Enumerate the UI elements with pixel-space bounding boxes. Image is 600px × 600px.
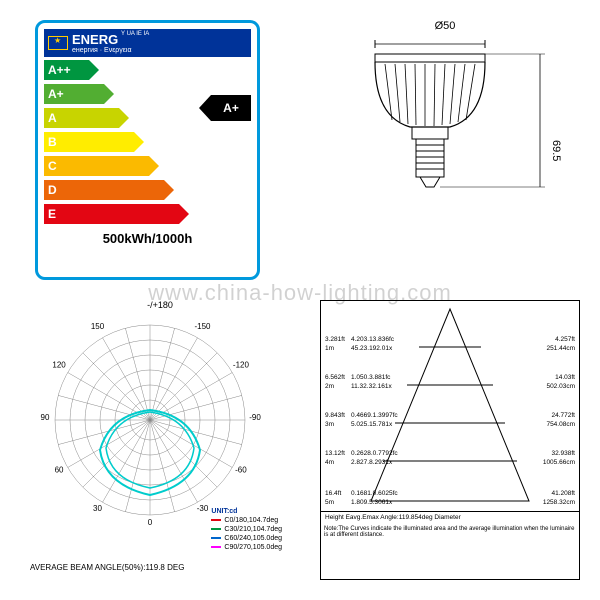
energy-arrows: A++A+ABCDE: [44, 59, 251, 225]
cone-svg: 3.281ft 1m 4.203.13.836fc 45.23.192.01x 4.25…: [321, 301, 579, 511]
svg-text:30: 30: [93, 504, 102, 513]
cone-chart: 3.281ft 1m 4.203.13.836fc 45.23.192.01x 4.25…: [320, 300, 580, 580]
energy-header: ENERG Y UA IE IA енергия · Ενεργεια: [44, 29, 251, 57]
svg-text:45.23.192.01x: 45.23.192.01x: [351, 345, 393, 352]
eu-flag-icon: [48, 36, 68, 50]
energy-sub: енергия · Ενεργεια: [72, 47, 247, 54]
svg-text:150: 150: [91, 322, 105, 331]
svg-text:4m: 4m: [325, 459, 334, 466]
energy-title: ENERG: [72, 32, 118, 47]
svg-text:6.562ft: 6.562ft: [325, 374, 345, 381]
svg-text:11.32.32.161x: 11.32.32.161x: [351, 383, 392, 390]
svg-text:754.08cm: 754.08cm: [546, 421, 575, 428]
svg-text:3.281ft: 3.281ft: [325, 336, 345, 343]
cone-note: Note:The Curves indicate the illuminated…: [321, 523, 579, 541]
svg-text:0.4669.1.3997fc: 0.4669.1.3997fc: [351, 412, 398, 419]
bulb-height: 69.5: [550, 140, 562, 161]
svg-text:24.772ft: 24.772ft: [552, 412, 576, 419]
svg-text:0: 0: [148, 518, 153, 527]
svg-text:1005.66cm: 1005.66cm: [543, 459, 575, 466]
bulb-drawing: Ø50 69.5: [320, 20, 570, 280]
svg-text:41.208ft: 41.208ft: [552, 490, 576, 497]
svg-text:-60: -60: [235, 466, 247, 475]
energy-arrow: C: [44, 155, 251, 177]
svg-text:13.12ft: 13.12ft: [325, 450, 345, 457]
energy-suffix: Y UA IE IA: [121, 32, 149, 37]
svg-text:1m: 1m: [325, 345, 334, 352]
svg-text:-120: -120: [233, 361, 250, 370]
kwh-text: 500kWh/1000h: [44, 231, 251, 246]
svg-text:5m: 5m: [325, 499, 334, 506]
cone-headers: Height Eavg.Emax Angle:119.854deg Diamet…: [321, 511, 579, 523]
svg-text:2m: 2m: [325, 383, 334, 390]
polar-svg: -150 -120 -90 -60 -30 0 30 60 90 120 150: [20, 310, 300, 540]
polar-legend: UNIT:cd C0/180,104.7degC30/210,104.7degC…: [211, 507, 282, 552]
energy-arrow: A++: [44, 59, 251, 81]
polar-chart: -/+180 -150 -120 -90 -60 -30 0 30 60 90 120 150 UN…: [20, 300, 300, 580]
legend-item: C90/270,105.0deg: [211, 543, 282, 552]
legend-item: C60/240,105.0deg: [211, 534, 282, 543]
svg-text:4.257ft: 4.257ft: [555, 336, 575, 343]
svg-text:502.03cm: 502.03cm: [546, 383, 575, 390]
energy-arrow: E: [44, 203, 251, 225]
unit-label: UNIT:cd: [211, 507, 282, 516]
svg-text:3m: 3m: [325, 421, 334, 428]
energy-label: ENERG Y UA IE IA енергия · Ενεργεια A++ A…: [35, 20, 260, 280]
svg-text:251.44cm: 251.44cm: [546, 345, 575, 352]
svg-text:5.025.15.781x: 5.025.15.781x: [351, 421, 393, 428]
svg-text:14.03ft: 14.03ft: [555, 374, 575, 381]
energy-arrow: B: [44, 131, 251, 153]
svg-text:90: 90: [41, 413, 50, 422]
energy-arrow: D: [44, 179, 251, 201]
svg-text:9.843ft: 9.843ft: [325, 412, 345, 419]
legend-item: C30/210,104.7deg: [211, 525, 282, 534]
svg-text:4.203.13.836fc: 4.203.13.836fc: [351, 336, 395, 343]
svg-text:32.938ft: 32.938ft: [552, 450, 576, 457]
svg-text:-150: -150: [194, 322, 211, 331]
svg-text:0.2628.0.7792fc: 0.2628.0.7792fc: [351, 450, 398, 457]
beam-angle-text: AVERAGE BEAM ANGLE(50%):119.8 DEG: [30, 563, 184, 572]
polar-title: -/+180: [20, 300, 300, 310]
svg-text:-90: -90: [249, 413, 261, 422]
svg-text:120: 120: [52, 361, 66, 370]
svg-text:60: 60: [55, 466, 64, 475]
bulb-svg: [320, 32, 570, 272]
legend-item: C0/180,104.7deg: [211, 516, 282, 525]
svg-text:2.827.8.2931x: 2.827.8.2931x: [351, 459, 393, 466]
svg-text:1258.32cm: 1258.32cm: [543, 499, 575, 506]
svg-text:16.4ft: 16.4ft: [325, 490, 341, 497]
svg-text:0.1681.0.6025fc: 0.1681.0.6025fc: [351, 490, 398, 497]
svg-text:-30: -30: [197, 504, 209, 513]
svg-text:1.809.5.3061x: 1.809.5.3061x: [351, 499, 393, 506]
diameter-label: Ø50: [320, 20, 570, 32]
rating-badge: A+: [211, 95, 251, 121]
svg-text:1.050.3.881fc: 1.050.3.881fc: [351, 374, 391, 381]
